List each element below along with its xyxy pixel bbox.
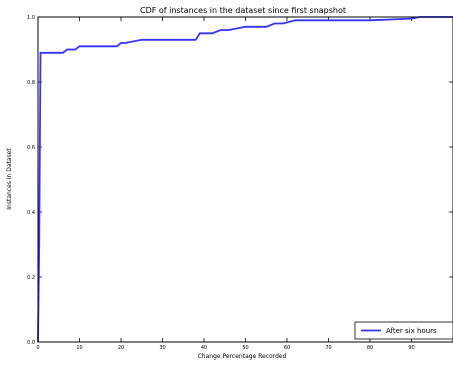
- legend-label: After six hours: [386, 327, 437, 335]
- x-axis-ticks: 0 10 20 30 40 50 60 70 80 90: [36, 17, 415, 351]
- x-tick-label: 50: [242, 345, 248, 351]
- x-tick-label: 80: [367, 345, 373, 351]
- x-tick-label: 10: [76, 345, 82, 351]
- x-tick-label: 90: [408, 345, 414, 351]
- x-axis-label: Change Percentage Recorded: [198, 353, 287, 360]
- y-tick-label: 0.6: [27, 145, 35, 151]
- x-tick-label: 70: [325, 345, 331, 351]
- x-tick-label: 30: [159, 345, 165, 351]
- x-tick-label: 0: [36, 345, 39, 351]
- y-tick-label: 0.2: [27, 275, 35, 281]
- x-tick-label: 20: [118, 345, 124, 351]
- y-tick-label: 0.0: [27, 340, 35, 346]
- series-line-after-six-hours: [37, 16, 453, 343]
- y-tick-label: 1.0: [27, 15, 35, 21]
- x-tick-label: 40: [201, 345, 207, 351]
- y-tick-label: 0.8: [27, 80, 35, 86]
- y-tick-label: 0.4: [27, 210, 35, 216]
- x-tick-label: 60: [284, 345, 290, 351]
- plot-frame: [37, 16, 453, 343]
- chart-title: CDF of instances in the dataset since fi…: [140, 6, 346, 15]
- legend-box: [354, 321, 453, 340]
- y-axis-label: Instances in Dataset: [6, 148, 13, 210]
- legend: After six hours: [354, 321, 453, 340]
